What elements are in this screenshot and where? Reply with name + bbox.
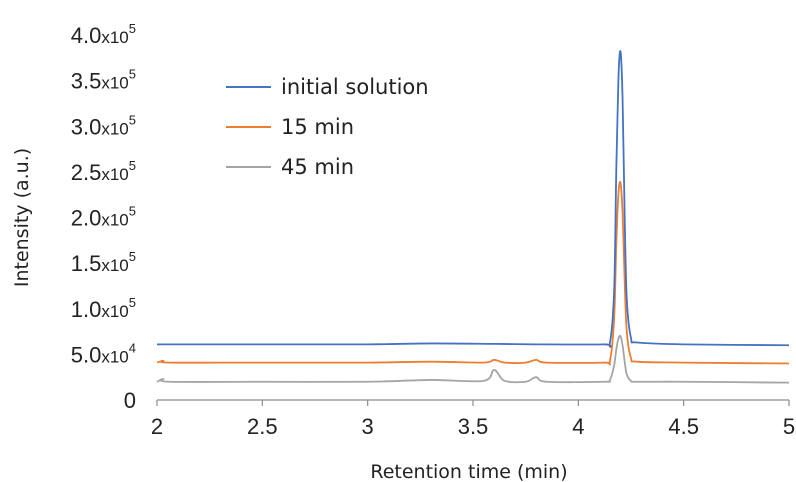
y-tick-label: 0: [124, 388, 136, 413]
legend: initial solution 15 min 45 min: [226, 75, 429, 179]
series-line-45-min: [156, 334, 790, 384]
series-line-initial-solution: [157, 50, 790, 348]
x-tick-label: 2.5: [247, 414, 278, 439]
legend-label: 15 min: [281, 115, 354, 139]
x-tick-label: 2: [151, 414, 163, 439]
plot-series: [156, 50, 790, 384]
series-line-15-min: [156, 181, 790, 366]
y-tick-label: 1.0x105: [71, 295, 136, 322]
y-tick-label: 3.5x105: [71, 67, 136, 94]
axes: [156, 399, 790, 406]
y-tick-label: 1.5x105: [71, 249, 136, 276]
x-tick-label: 4: [572, 414, 584, 439]
legend-label: initial solution: [281, 75, 429, 99]
x-axis-title: Retention time (min): [370, 461, 567, 482]
x-tick-labels: 2 2.5 3 3.5 4 4.5 5: [151, 414, 795, 439]
x-tick-label: 5: [783, 414, 795, 439]
y-axis-title-group: Intensity (a.u.): [11, 148, 33, 287]
x-tick-label: 4.5: [668, 414, 699, 439]
y-tick-label: 3.0x105: [71, 112, 136, 139]
y-tick-label: 4.0x105: [71, 21, 136, 48]
y-tick-label: 5.0x104: [71, 340, 136, 367]
y-tick-label: 2.0x105: [71, 204, 136, 231]
x-tick-label: 3.5: [458, 414, 489, 439]
y-tick-label: 2.5x105: [71, 158, 136, 185]
x-tick-label: 3: [362, 414, 374, 439]
legend-label: 45 min: [281, 155, 354, 179]
y-tick-labels: 0 5.0x104 1.0x105 1.5x105 2.0x105 2.5x105 3.0x…: [71, 21, 136, 413]
y-axis-title: Intensity (a.u.): [11, 148, 33, 287]
